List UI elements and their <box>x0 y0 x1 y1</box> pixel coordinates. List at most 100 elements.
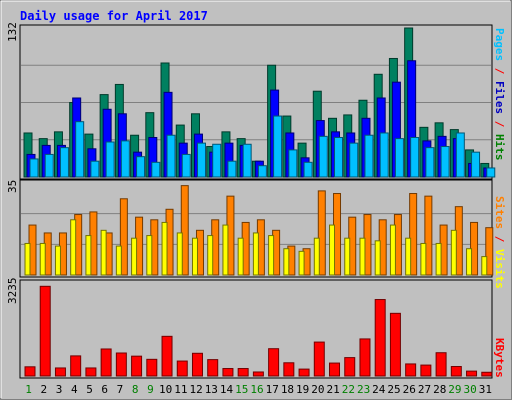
panel-sites <box>21 185 494 276</box>
legend-part: / <box>493 229 506 249</box>
visits-bar-day-2 <box>39 242 46 276</box>
visits-bar-day-17 <box>268 235 275 276</box>
pages-bar-day-16 <box>257 165 267 178</box>
kbytes-bar-day-11 <box>176 360 188 377</box>
legend-part: / <box>493 61 506 81</box>
visits-bar-day-31 <box>481 256 488 276</box>
visits-bar-day-16 <box>252 232 259 276</box>
x-tick-label: 29 <box>448 383 461 396</box>
pages-bar-day-30 <box>471 151 481 178</box>
kbytes-bar-day-18 <box>283 362 295 377</box>
panel-kbytes <box>24 285 493 377</box>
x-tick-label: 27 <box>418 383 431 396</box>
x-tick-label: 16 <box>250 383 263 396</box>
x-tick-label: 4 <box>71 383 78 396</box>
visits-bar-day-21 <box>329 224 336 276</box>
visits-bar-day-25 <box>389 224 396 276</box>
pages-bar-day-27 <box>425 147 435 178</box>
x-tick-label: 11 <box>174 383 187 396</box>
kbytes-bar-day-26 <box>405 363 417 377</box>
visits-bar-day-5 <box>85 235 92 276</box>
kbytes-bar-day-15 <box>237 368 249 377</box>
x-tick-label: 25 <box>387 383 400 396</box>
sites-bar-day-11 <box>180 185 189 276</box>
x-tick-label: 6 <box>101 383 108 396</box>
visits-bar-day-22 <box>344 237 351 276</box>
pages-bar-day-10 <box>166 134 176 178</box>
pages-bar-day-1 <box>29 158 39 178</box>
kbytes-bar-day-5 <box>85 367 97 377</box>
x-tick-label: 14 <box>220 383 234 396</box>
visits-bar-day-12 <box>191 237 198 276</box>
x-tick-label: 9 <box>147 383 154 396</box>
x-tick-label: 15 <box>235 383 248 396</box>
legend-part: Hits <box>493 134 506 161</box>
visits-bar-day-10 <box>161 221 168 276</box>
x-tick-label: 28 <box>433 383 446 396</box>
kbytes-bar-day-1 <box>24 366 36 377</box>
visits-bar-day-30 <box>466 248 473 276</box>
pages-bar-day-3 <box>59 147 69 178</box>
visits-bar-day-27 <box>420 242 427 276</box>
kbytes-bar-day-28 <box>435 352 447 377</box>
x-tick-label: 13 <box>205 383 218 396</box>
visits-bar-day-14 <box>222 224 229 276</box>
pages-bar-day-8 <box>136 156 146 178</box>
pages-bar-day-6 <box>105 141 115 178</box>
pages-bar-day-21 <box>334 136 344 178</box>
hits-legend: Pages / Files / Hits <box>493 28 506 161</box>
legend-part: Visits <box>493 249 506 289</box>
pages-bar-day-14 <box>227 160 237 178</box>
pages-bar-day-26 <box>410 136 420 178</box>
kbytes-bar-day-3 <box>54 367 66 377</box>
pages-bar-day-22 <box>349 142 359 178</box>
x-tick-label: 21 <box>327 383 340 396</box>
x-tick-label: 22 <box>342 383 355 396</box>
visits-bar-day-7 <box>115 245 122 276</box>
panel-hits <box>21 27 496 178</box>
kbytes-bar-day-12 <box>191 352 203 377</box>
legend-part: Pages <box>493 28 506 61</box>
visits-bar-day-28 <box>435 242 442 276</box>
sites-bar-day-26 <box>409 193 418 276</box>
pages-bar-day-23 <box>364 134 374 178</box>
x-tick-label: 10 <box>159 383 172 396</box>
legend-part: Files <box>493 81 506 114</box>
visits-bar-day-26 <box>405 237 412 276</box>
pages-bar-day-11 <box>181 153 191 178</box>
kbytes-bar-day-17 <box>268 348 280 377</box>
visits-bar-day-18 <box>283 248 290 276</box>
x-tick-label: 1 <box>25 383 32 396</box>
x-tick-label: 26 <box>403 383 416 396</box>
x-tick-label: 12 <box>189 383 202 396</box>
sites-bar-day-7 <box>119 198 128 276</box>
pages-bar-day-18 <box>288 149 298 178</box>
pages-bar-day-2 <box>44 153 54 178</box>
pages-bar-day-24 <box>379 132 389 178</box>
x-tick-label: 18 <box>281 383 294 396</box>
kbytes-bar-day-7 <box>115 352 127 377</box>
visits-bar-day-15 <box>237 237 244 276</box>
x-tick-label: 23 <box>357 383 370 396</box>
kbytes-bar-day-29 <box>450 366 462 377</box>
x-tick-label: 24 <box>372 383 386 396</box>
kbytes-bar-day-21 <box>329 362 341 377</box>
visits-bar-day-13 <box>207 235 214 276</box>
x-tick-label: 31 <box>479 383 492 396</box>
kbytes-bar-day-27 <box>420 364 432 377</box>
kbytes-legend: KBytes <box>493 338 506 378</box>
visits-bar-day-24 <box>374 240 381 276</box>
sites-bar-day-27 <box>424 195 433 276</box>
sites-legend: Sites / Visits <box>493 196 506 289</box>
kbytes-bar-day-20 <box>313 341 325 377</box>
kbytes-bar-day-8 <box>131 355 143 377</box>
visits-bar-day-1 <box>24 242 31 276</box>
kbytes-bar-day-10 <box>161 335 173 377</box>
x-tick-label: 8 <box>132 383 139 396</box>
visits-bar-day-9 <box>146 235 153 276</box>
kbytes-bar-day-30 <box>466 370 478 377</box>
pages-bar-day-4 <box>75 121 85 178</box>
visits-bar-day-11 <box>176 232 183 276</box>
visits-bar-day-29 <box>450 229 457 276</box>
